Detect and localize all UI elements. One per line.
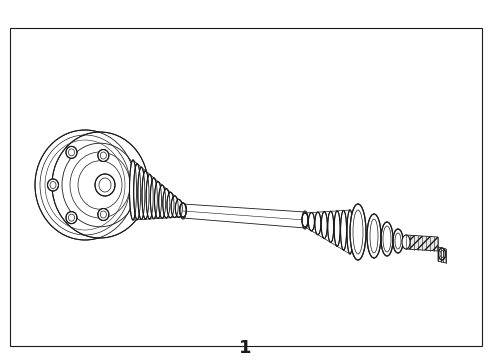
Ellipse shape (95, 174, 115, 196)
Ellipse shape (302, 213, 308, 227)
Bar (10, 28, 482, 346)
Ellipse shape (347, 210, 353, 254)
Text: 1: 1 (239, 339, 251, 357)
Ellipse shape (341, 211, 346, 250)
Polygon shape (305, 210, 350, 254)
Polygon shape (133, 160, 183, 220)
Ellipse shape (439, 248, 445, 260)
Ellipse shape (98, 208, 109, 220)
Ellipse shape (154, 181, 162, 219)
Ellipse shape (150, 178, 157, 219)
Ellipse shape (146, 174, 153, 219)
Ellipse shape (138, 167, 145, 220)
Ellipse shape (52, 132, 148, 238)
Ellipse shape (167, 192, 174, 218)
Ellipse shape (48, 179, 58, 191)
Ellipse shape (129, 160, 137, 220)
Ellipse shape (402, 235, 410, 249)
Ellipse shape (134, 163, 141, 220)
Ellipse shape (315, 212, 321, 235)
Ellipse shape (171, 196, 178, 217)
Ellipse shape (142, 171, 149, 219)
Ellipse shape (393, 229, 403, 253)
Polygon shape (183, 204, 305, 228)
Ellipse shape (367, 214, 381, 258)
Ellipse shape (175, 199, 182, 217)
Ellipse shape (35, 130, 135, 240)
Ellipse shape (308, 212, 315, 231)
Ellipse shape (328, 211, 334, 242)
Ellipse shape (98, 149, 109, 162)
Ellipse shape (66, 212, 77, 224)
Ellipse shape (334, 211, 340, 246)
Ellipse shape (381, 222, 393, 256)
Ellipse shape (179, 203, 187, 217)
Polygon shape (438, 247, 446, 263)
Ellipse shape (159, 185, 166, 218)
Ellipse shape (66, 147, 77, 158)
Ellipse shape (350, 204, 366, 260)
Ellipse shape (163, 189, 170, 218)
Polygon shape (406, 235, 438, 251)
Ellipse shape (321, 212, 327, 239)
